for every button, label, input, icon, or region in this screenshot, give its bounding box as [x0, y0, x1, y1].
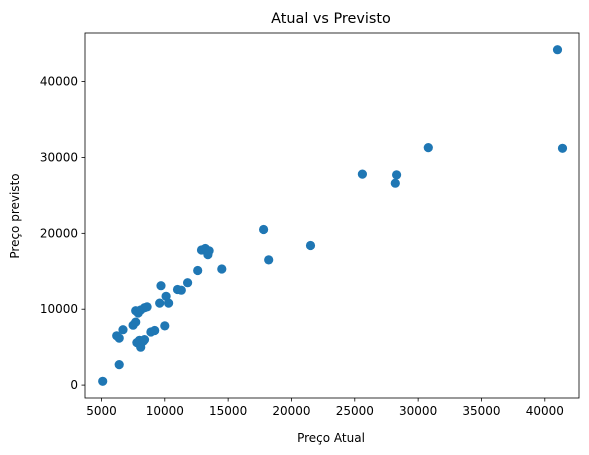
- y-tick-label: 0: [70, 378, 78, 392]
- x-tick-label: 25000: [336, 404, 374, 418]
- data-point: [423, 143, 433, 153]
- data-point: [114, 360, 124, 370]
- data-point: [217, 264, 227, 274]
- data-point: [357, 169, 367, 179]
- data-point: [183, 278, 193, 288]
- y-tick-label: 10000: [40, 302, 78, 316]
- x-tick-label: 30000: [399, 404, 437, 418]
- x-tick-label: 35000: [462, 404, 500, 418]
- data-point: [305, 240, 316, 251]
- data-point: [552, 45, 563, 55]
- data-point: [156, 281, 166, 291]
- data-point: [98, 376, 108, 386]
- x-tick-label: 20000: [272, 404, 310, 418]
- data-point: [142, 302, 152, 312]
- data-point: [193, 265, 203, 276]
- x-tick-label: 40000: [526, 404, 564, 418]
- data-point: [150, 325, 160, 336]
- data-point: [155, 298, 165, 308]
- y-axis-ticks: 0 10000 20000 30000 40000: [40, 75, 85, 392]
- data-point: [557, 143, 568, 153]
- x-tick-label: 5000: [86, 404, 117, 418]
- data-point: [139, 335, 150, 345]
- data-point: [164, 298, 174, 308]
- x-axis-ticks: 5000 10000 15000 20000 25000 30000 35000 40000: [86, 398, 564, 418]
- y-tick-label: 20000: [40, 226, 78, 240]
- data-point: [259, 224, 269, 235]
- chart-title: Atual vs Previsto: [271, 11, 391, 27]
- points-layer: [98, 45, 568, 386]
- data-point: [114, 333, 124, 343]
- plot-frame: [84, 32, 580, 399]
- data-point: [392, 170, 402, 180]
- y-tick-label: 30000: [40, 150, 78, 164]
- data-point: [390, 178, 400, 188]
- x-axis-label: Preço Atual: [297, 431, 365, 445]
- data-point: [131, 317, 141, 327]
- data-point: [176, 285, 186, 295]
- data-point: [264, 255, 274, 265]
- data-point: [204, 246, 214, 256]
- x-tick-label: 10000: [146, 404, 184, 418]
- y-axis-label: Preço previsto: [8, 173, 22, 258]
- data-point: [118, 325, 128, 335]
- x-tick-label: 15000: [209, 404, 247, 418]
- y-tick-label: 40000: [40, 75, 78, 89]
- data-point: [160, 321, 170, 331]
